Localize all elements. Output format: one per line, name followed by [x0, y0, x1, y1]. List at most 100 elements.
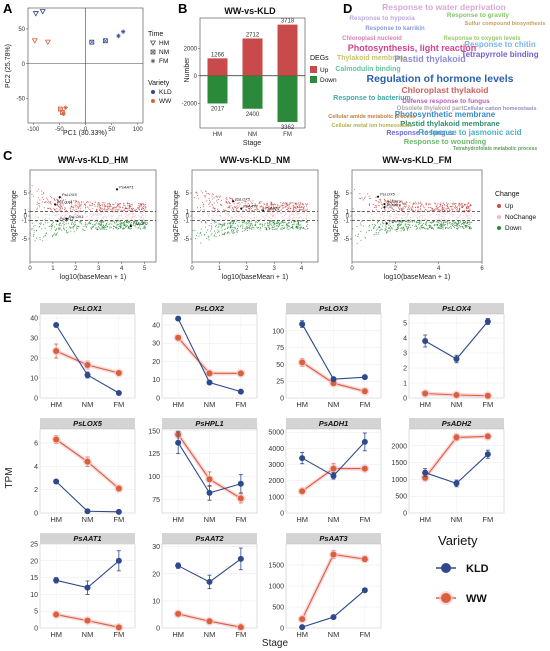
ma-point	[63, 218, 65, 220]
ma-point	[378, 225, 380, 228]
ma-point	[409, 202, 411, 204]
ma-point	[54, 209, 56, 211]
ma-point	[94, 224, 96, 226]
tpm-x-tick-label: FM	[359, 515, 370, 524]
ma-point	[272, 208, 274, 210]
ma-point	[101, 226, 103, 228]
ma-point	[220, 199, 222, 201]
ma-point	[85, 213, 87, 215]
pca-x-tick-label: 50	[108, 127, 115, 133]
ma-point	[434, 223, 436, 226]
ma-point	[137, 219, 139, 221]
ma-point	[359, 198, 362, 200]
ma-point	[129, 204, 131, 206]
tpm-point-kld	[84, 508, 91, 515]
ma-point	[466, 205, 468, 207]
ma-point	[273, 220, 275, 222]
ma-point	[437, 221, 439, 224]
wordcloud-term: Response to wounding	[404, 137, 487, 146]
ma-point	[107, 208, 109, 210]
ma-point	[286, 222, 288, 224]
ma-point	[283, 227, 285, 230]
tpm-y-tick-label: 0	[156, 626, 160, 633]
ma-points	[192, 190, 309, 244]
ma-point	[292, 202, 294, 204]
ma-point	[101, 221, 103, 223]
ma-point	[251, 224, 253, 226]
ma-point	[231, 225, 233, 227]
ma-point	[75, 217, 77, 219]
ma-point	[287, 209, 289, 212]
ma-point	[406, 228, 408, 230]
ma-point	[278, 205, 280, 207]
ma-point	[460, 220, 462, 222]
ma-point	[430, 203, 432, 205]
ma-point	[460, 203, 463, 205]
ma-point	[233, 206, 235, 208]
pca-x-tick-label: -50	[55, 127, 64, 133]
ma-point	[390, 228, 392, 230]
ma-point	[73, 227, 75, 229]
ma-point	[92, 213, 94, 215]
ma-point	[434, 225, 436, 227]
ma-point	[143, 226, 145, 228]
ma-point	[99, 223, 101, 226]
ma-point	[234, 231, 236, 234]
ma-gene-label: PsLOX5	[235, 196, 251, 201]
ma-point	[75, 202, 77, 204]
deg-bar-up	[242, 38, 263, 76]
ma-point	[140, 203, 142, 205]
ma-point	[288, 216, 290, 218]
ma-point	[251, 222, 253, 224]
ma-point	[436, 204, 438, 206]
ma-point	[113, 220, 115, 222]
ma-point	[217, 229, 219, 231]
ma-point	[56, 200, 59, 202]
ma-point	[130, 223, 132, 225]
ma-point	[454, 207, 456, 209]
ma-point	[272, 211, 274, 213]
tpm-point-kld	[330, 472, 337, 479]
ma-point	[78, 202, 80, 204]
ma-point	[253, 209, 255, 211]
ma-point	[470, 217, 472, 219]
ma-point	[255, 223, 257, 225]
ma-point	[248, 226, 251, 228]
ma-point	[418, 218, 420, 220]
ma-point	[407, 215, 409, 217]
ma-point	[98, 227, 100, 229]
ma-point	[51, 223, 53, 226]
ma-point	[204, 196, 206, 198]
ma-point	[57, 227, 59, 229]
ma-point	[213, 208, 215, 210]
ma-point	[360, 215, 362, 217]
ma-point	[366, 231, 368, 233]
wordcloud-term: Response to oxygen levels	[443, 36, 521, 42]
wordcloud-term: Defense response to fungus	[402, 98, 490, 105]
ma-point	[272, 209, 275, 211]
ma-point	[445, 221, 447, 223]
ma-point	[302, 204, 305, 206]
ma-point	[437, 219, 439, 221]
ma-point	[288, 221, 290, 224]
ma-point	[296, 208, 298, 210]
ma-point	[293, 206, 295, 208]
ma-point	[97, 203, 99, 205]
ma-point	[113, 225, 115, 228]
ma-point	[106, 217, 108, 219]
ma-point	[237, 224, 239, 226]
ma-point	[462, 202, 464, 205]
ma-point	[395, 211, 397, 213]
ma-point	[77, 213, 79, 215]
ma-point	[196, 194, 199, 196]
ma-point	[141, 207, 143, 209]
ma-point	[96, 228, 98, 230]
ma-point	[407, 212, 409, 214]
ma-point	[293, 223, 295, 225]
ma-point	[139, 226, 141, 228]
ma-point	[229, 232, 231, 234]
ma-point	[94, 227, 97, 229]
ma-point	[103, 217, 105, 219]
ma-point	[213, 220, 216, 222]
